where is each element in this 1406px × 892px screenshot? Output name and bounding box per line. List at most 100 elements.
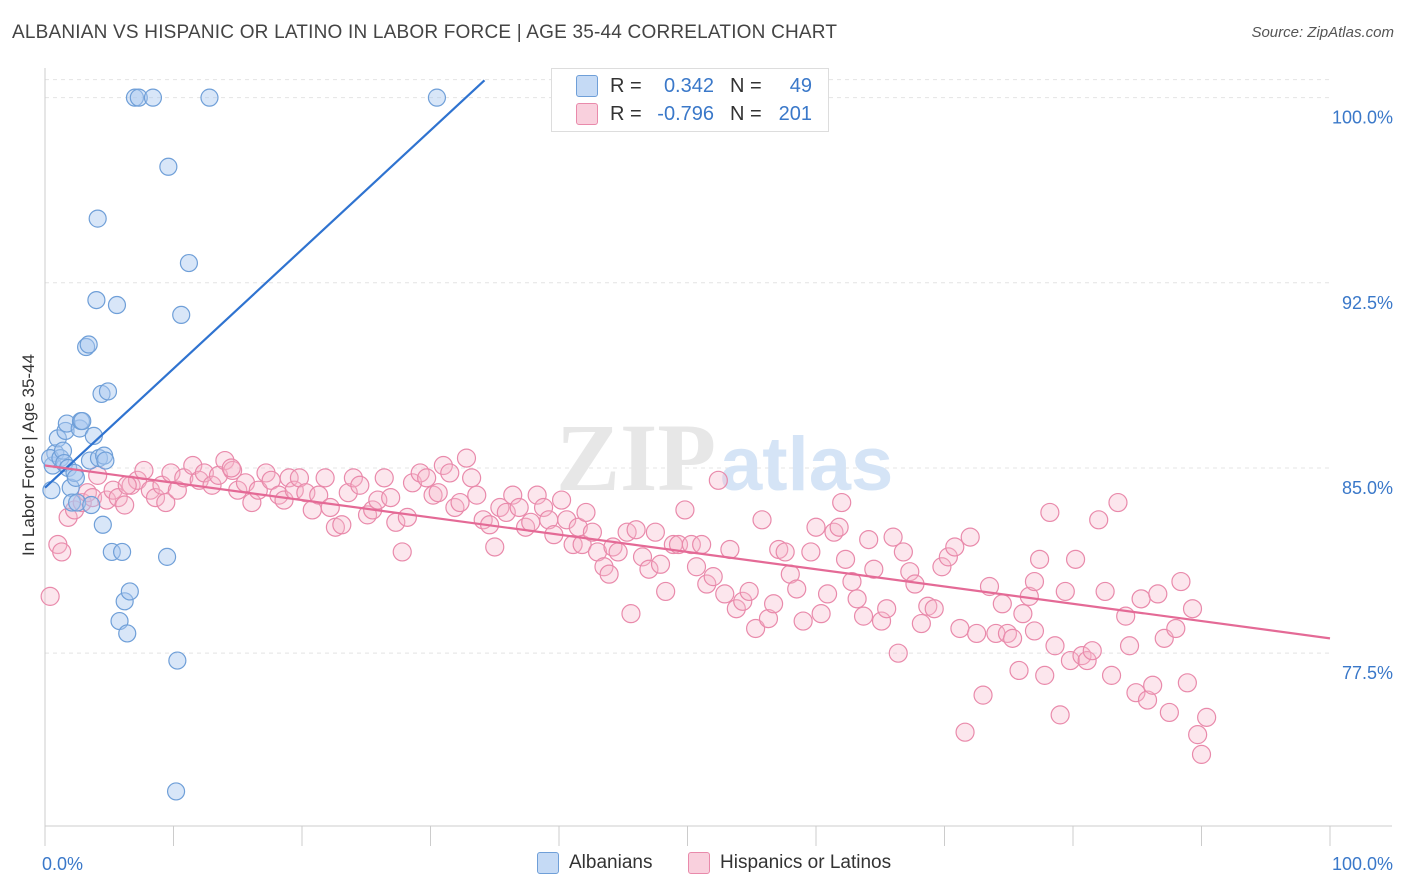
series-swatch-blue [537, 852, 559, 874]
hispanic-point [1197, 707, 1217, 727]
hispanic-point [117, 475, 137, 495]
hispanic-point [733, 591, 753, 611]
hispanic-point [64, 500, 85, 520]
trend-lines [44, 79, 1331, 640]
albanian-point [157, 547, 177, 566]
hispanic-point [853, 606, 874, 626]
albanian-point [200, 88, 219, 107]
hispanic-point [58, 507, 78, 527]
hispanic-point [608, 542, 628, 562]
hispanic-point [686, 557, 707, 577]
hispanic-point [1013, 604, 1033, 624]
hispanic-point [572, 534, 592, 555]
hispanic-point [402, 473, 423, 493]
hispanic-point [279, 468, 299, 488]
watermark-zip: ZIP [556, 404, 716, 511]
hispanic-point [1188, 725, 1208, 745]
hispanic-point [467, 485, 487, 505]
hispanics-trend-line [44, 464, 1331, 640]
albanian-point [68, 493, 87, 512]
hispanic-point [645, 522, 665, 542]
hispanic-point [1177, 673, 1197, 693]
hispanic-point [801, 542, 821, 562]
hispanic-point [950, 618, 970, 639]
hispanic-point [817, 584, 838, 604]
hispanic-point [924, 599, 944, 619]
hispanic-point [456, 448, 477, 468]
hispanic-point [967, 623, 987, 644]
y-axis-label: In Labor Force | Age 35-44 [19, 354, 38, 556]
hispanic-point [835, 549, 856, 569]
hispanic-point [202, 475, 222, 495]
hispanic-point [1159, 702, 1179, 723]
x-tick-label: 0.0% [42, 854, 83, 874]
hispanic-point [715, 584, 735, 604]
hispanic-point [811, 604, 831, 624]
hispanic-point [582, 522, 603, 542]
albanian-point [179, 253, 199, 273]
hispanic-point [1050, 705, 1070, 725]
albanian-point [77, 337, 96, 357]
series-legend-albanians: Albanians [537, 852, 652, 874]
hispanic-point [806, 517, 826, 537]
hispanic-point [527, 485, 547, 505]
albanian-point [120, 582, 139, 601]
albanian-point [168, 651, 187, 670]
hispanic-point [1191, 744, 1212, 764]
hispanic-point [692, 534, 712, 555]
legend-row-albanians: R = 0.342 N = 49 [576, 73, 812, 99]
hispanic-point [332, 515, 352, 535]
hispanic-point [134, 460, 154, 481]
hispanic-point [315, 468, 335, 488]
albanian-point [42, 481, 61, 500]
albanians-trend-line [44, 79, 486, 489]
chart-title: ALBANIAN VS HISPANIC OR LATINO IN LABOR … [12, 22, 838, 43]
albanian-point [166, 782, 186, 801]
hispanic-point [410, 463, 430, 483]
hispanic-point [626, 520, 646, 540]
hispanic-point [1131, 589, 1151, 609]
hispanic-point [945, 537, 965, 557]
hispanic-point [842, 571, 862, 592]
hispanic-point [900, 562, 920, 582]
hispanic-point [675, 500, 695, 520]
hispanic-point [1024, 571, 1045, 592]
hispanic-point [1137, 690, 1158, 710]
hispanic-point [1024, 621, 1045, 641]
legend-swatch-pink [576, 103, 598, 125]
hispanic-point [746, 618, 766, 639]
hispanic-point [1089, 510, 1109, 530]
hispanic-point [428, 483, 448, 503]
hispanic-point [739, 581, 759, 602]
albanians-series-points [41, 88, 447, 801]
hispanic-point [1045, 636, 1065, 656]
hispanic-point [381, 488, 401, 508]
series-swatch-pink [688, 852, 710, 874]
albanian-point [172, 305, 191, 325]
albanian-point [112, 542, 132, 562]
hispanic-point [462, 468, 482, 488]
hispanic-point [115, 495, 135, 515]
legend-n-label: N = [730, 102, 762, 125]
legend-swatch-blue [576, 75, 598, 97]
hispanic-point [338, 483, 358, 503]
hispanic-point [832, 492, 852, 513]
hispanic-point [877, 599, 897, 619]
y-tick-label: 77.5% [1342, 663, 1393, 683]
albanian-point [143, 88, 163, 107]
hispanic-point [274, 490, 294, 510]
legend-n-label: N = [730, 74, 762, 97]
legend-r-label: R = [610, 102, 642, 125]
albanian-point [73, 411, 92, 431]
hispanic-point [521, 512, 541, 532]
hispanic-point [697, 574, 717, 594]
series-legend-hispanics: Hispanics or Latinos [688, 852, 891, 874]
legend-r-value: -0.796 [657, 102, 714, 125]
hispanic-point [787, 579, 807, 599]
albanian-point [56, 421, 75, 441]
hispanic-point [156, 492, 176, 513]
legend-row-hispanics: R = -0.796 N = 201 [576, 101, 812, 127]
hispanic-point [167, 480, 187, 500]
legend-r-value: 0.342 [663, 74, 714, 97]
hispanic-point [1108, 492, 1128, 513]
